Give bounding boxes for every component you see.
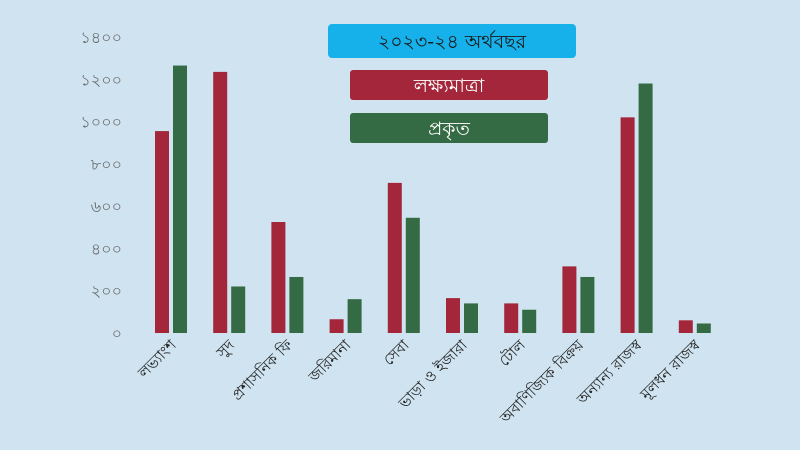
target-bar <box>213 71 228 333</box>
y-tick-label: ১২০০ <box>80 70 122 89</box>
x-axis: লভ্যাংশ সুদপ্রশাসনিক ফি জরিমানা সেবাভাড়া ও… <box>134 335 705 427</box>
legend-target-label: লক্ষ্যমাত্রা <box>413 75 485 97</box>
y-tick-label: ১০০০ <box>80 113 122 132</box>
legend: ২০২৩-২৪ অর্থবছর লক্ষ্যমাত্রা প্রকৃত <box>328 24 576 143</box>
actual-bar <box>231 286 246 333</box>
y-axis: ০ ২০০ ৪০০ ৬০০ ৮০০ ১০০০ ১২০০ ১৪০০ <box>80 28 122 343</box>
legend-actual-swatch <box>350 113 548 143</box>
target-bar <box>271 222 286 333</box>
target-bar <box>678 320 693 333</box>
actual-bar <box>347 299 362 333</box>
target-bar <box>446 298 460 333</box>
actual-bar <box>464 303 478 333</box>
legend-title: ২০২৩-২৪ অর্থবছর <box>378 30 527 53</box>
x-tick-label: টোল <box>495 336 529 370</box>
target-bar <box>620 117 635 333</box>
bars <box>155 65 711 334</box>
y-tick-label: ১৪০০ <box>80 28 122 47</box>
x-tick-label: লভ্যাংশ <box>134 335 181 382</box>
actual-bar <box>696 323 711 333</box>
y-tick-label: ২০০ <box>91 282 122 301</box>
x-tick-label: জরিমানা <box>304 336 355 387</box>
actual-bar <box>289 276 304 333</box>
x-tick-label: সেবা <box>380 336 413 369</box>
y-tick-label: ৮০০ <box>91 155 122 174</box>
actual-bar <box>173 65 187 334</box>
legend-actual-label: প্রকৃত <box>428 118 470 141</box>
x-tick-label: মূলধন রাজস্ব <box>636 335 705 404</box>
actual-bar <box>522 309 537 333</box>
x-tick-label: প্রশাসনিক ফি <box>228 335 297 404</box>
target-bar <box>387 182 402 333</box>
y-tick-label: ৬০০ <box>91 197 122 216</box>
target-bar <box>562 266 577 333</box>
target-bar <box>504 303 519 333</box>
target-bar <box>329 319 344 333</box>
actual-bar <box>405 217 420 333</box>
actual-bar <box>638 83 653 333</box>
legend-target-swatch <box>350 70 548 100</box>
legend-title-box <box>328 24 576 58</box>
actual-bar <box>580 276 595 333</box>
y-tick-label: ৪০০ <box>91 239 122 258</box>
y-tick-label: ০ <box>112 324 122 343</box>
target-bar <box>155 131 169 333</box>
x-tick-label: সুদ <box>212 335 239 362</box>
